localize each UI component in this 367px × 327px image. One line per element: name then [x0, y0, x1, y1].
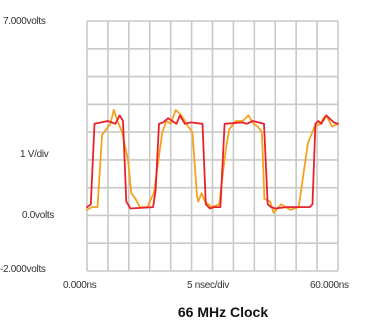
waveform-trace-red [86, 114, 339, 210]
y-bottom-label: -2.000volts [0, 264, 46, 275]
waveform-traces [86, 109, 339, 214]
grid [86, 20, 339, 272]
chart-title: 66 MHz Clock [178, 304, 268, 320]
x-left-label: 0.000ns [63, 280, 97, 291]
x-scale-label: 5 nsec/div [187, 280, 229, 291]
y-top-label: 7.000volts [3, 16, 46, 27]
y-zero-label: 0.0volts [22, 210, 54, 221]
waveform-trace-orange [86, 109, 339, 214]
y-scale-label: 1 V/div [20, 149, 49, 160]
x-right-label: 60.000ns [310, 280, 349, 291]
